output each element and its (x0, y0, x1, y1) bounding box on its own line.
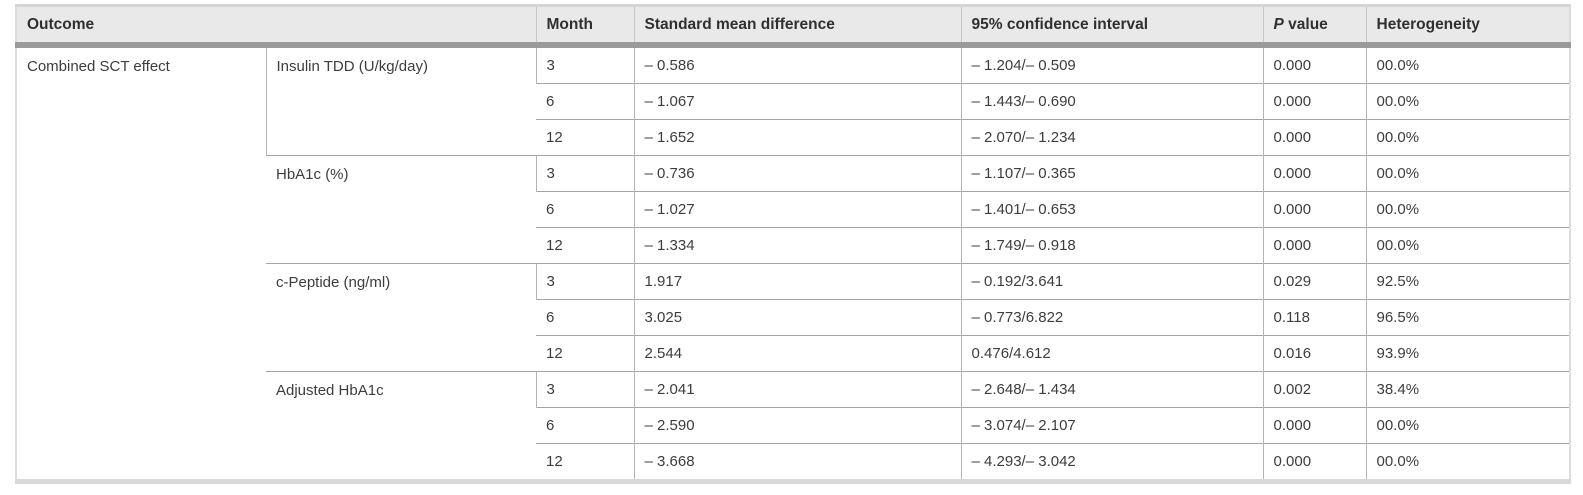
header-outcome: Outcome (16, 5, 536, 48)
header-p-rest: value (1288, 16, 1328, 33)
smd-cell: – 3.668 (633, 443, 961, 482)
outcome-cell: Combined SCT effect (16, 44, 266, 482)
table-header: Outcome Month Standard mean difference 9… (16, 5, 1570, 48)
p-value-cell: 0.000 (1262, 119, 1366, 156)
month-cell: 3 (535, 263, 634, 300)
smd-cell: – 1.067 (633, 83, 961, 120)
ci-cell: – 2.648/– 1.434 (960, 371, 1263, 408)
p-value-cell: 0.000 (1262, 227, 1366, 264)
ci-cell: – 4.293/– 3.042 (960, 443, 1263, 482)
subgroup-cell: HbA1c (%) (266, 155, 536, 264)
heterogeneity-cell: 38.4% (1365, 371, 1570, 408)
ci-cell: – 1.443/– 0.690 (960, 83, 1263, 120)
subgroup-cell: c-Peptide (ng/ml) (266, 263, 536, 372)
table-row: 12 – 1.334 – 1.749/– 0.918 0.000 00.0% (16, 227, 1570, 264)
ci-cell: – 1.401/– 0.653 (960, 191, 1263, 228)
p-value-cell: 0.000 (1262, 191, 1366, 228)
p-value-cell: 0.000 (1262, 155, 1366, 192)
heterogeneity-cell: 00.0% (1365, 44, 1570, 84)
smd-cell: – 2.590 (633, 407, 961, 444)
smd-cell: – 0.586 (633, 44, 961, 84)
heterogeneity-cell: 00.0% (1365, 155, 1570, 192)
header-smd: Standard mean difference (633, 5, 961, 48)
header-month: Month (535, 5, 634, 48)
p-value-cell: 0.002 (1262, 371, 1366, 408)
ci-cell: – 1.107/– 0.365 (960, 155, 1263, 192)
p-value-cell: 0.016 (1262, 335, 1366, 372)
table-row: c-Peptide (ng/ml) 3 1.917 – 0.192/3.641 … (16, 263, 1570, 372)
heterogeneity-cell: 00.0% (1365, 83, 1570, 120)
p-value-cell: 0.029 (1262, 263, 1366, 300)
heterogeneity-cell: 00.0% (1365, 443, 1570, 482)
heterogeneity-cell: 00.0% (1365, 191, 1570, 228)
month-cell: 12 (536, 119, 634, 156)
heterogeneity-cell: 00.0% (1365, 119, 1570, 156)
p-value-cell: 0.000 (1262, 44, 1366, 84)
month-cell: 6 (536, 299, 634, 336)
header-ci: 95% confidence interval (960, 5, 1263, 48)
results-table-container: Outcome Month Standard mean difference 9… (15, 4, 1571, 484)
smd-cell: – 2.041 (633, 371, 961, 408)
header-p-italic: P (1273, 16, 1284, 33)
header-row: Outcome Month Standard mean difference 9… (16, 5, 1570, 48)
month-cell: 3 (535, 155, 634, 192)
heterogeneity-cell: 93.9% (1365, 335, 1570, 372)
smd-cell: – 1.334 (633, 227, 961, 264)
header-heterogeneity: Heterogeneity (1365, 5, 1570, 48)
table-row: Combined SCT effect Insulin TDD (U/kg/da… (16, 44, 1570, 482)
smd-cell: – 1.652 (633, 119, 961, 156)
heterogeneity-cell: 96.5% (1365, 299, 1570, 336)
month-cell: 12 (536, 335, 634, 372)
month-cell: 3 (535, 44, 634, 84)
p-value-cell: 0.000 (1262, 443, 1366, 482)
p-value-cell: 0.000 (1262, 407, 1366, 444)
heterogeneity-cell: 92.5% (1365, 263, 1570, 300)
table-row: 6 – 2.590 – 3.074/– 2.107 0.000 00.0% (16, 407, 1570, 444)
table-row: 6 3.025 – 0.773/6.822 0.118 96.5% (16, 299, 1570, 336)
table-row: HbA1c (%) 3 – 0.736 – 1.107/– 0.365 0.00… (16, 155, 1570, 264)
smd-cell: 2.544 (633, 335, 961, 372)
month-cell: 6 (536, 191, 634, 228)
month-cell: 6 (536, 83, 634, 120)
header-p-value: P value (1262, 5, 1366, 48)
month-cell: 12 (536, 227, 634, 264)
smd-cell: 3.025 (633, 299, 961, 336)
table-row: Adjusted HbA1c 3 – 2.041 – 2.648/– 1.434… (16, 371, 1570, 482)
heterogeneity-cell: 00.0% (1365, 227, 1570, 264)
table-row: 6 – 1.067 – 1.443/– 0.690 0.000 00.0% (16, 83, 1570, 120)
table-body: Combined SCT effect Insulin TDD (U/kg/da… (16, 44, 1570, 482)
month-cell: 6 (536, 407, 634, 444)
table-row: 12 2.544 0.476/4.612 0.016 93.9% (16, 335, 1570, 372)
month-cell: 3 (535, 371, 634, 408)
table-row: 6 – 1.027 – 1.401/– 0.653 0.000 00.0% (16, 191, 1570, 228)
subgroup-cell: Adjusted HbA1c (266, 371, 536, 482)
ci-cell: 0.476/4.612 (960, 335, 1263, 372)
ci-cell: – 2.070/– 1.234 (960, 119, 1263, 156)
p-value-cell: 0.000 (1262, 83, 1366, 120)
smd-cell: – 1.027 (633, 191, 961, 228)
table-row: 12 – 3.668 – 4.293/– 3.042 0.000 00.0% (16, 443, 1570, 482)
smd-cell: 1.917 (633, 263, 961, 300)
table-row: 12 – 1.652 – 2.070/– 1.234 0.000 00.0% (16, 119, 1570, 156)
smd-cell: – 0.736 (633, 155, 961, 192)
heterogeneity-cell: 00.0% (1365, 407, 1570, 444)
p-value-cell: 0.118 (1262, 299, 1366, 336)
ci-cell: – 0.192/3.641 (960, 263, 1263, 300)
ci-cell: – 1.204/– 0.509 (960, 44, 1263, 84)
ci-cell: – 0.773/6.822 (960, 299, 1263, 336)
meta-analysis-results-table: Outcome Month Standard mean difference 9… (15, 4, 1571, 484)
month-cell: 12 (536, 443, 634, 482)
ci-cell: – 1.749/– 0.918 (960, 227, 1263, 264)
ci-cell: – 3.074/– 2.107 (960, 407, 1263, 444)
subgroup-cell: Insulin TDD (U/kg/day) (265, 44, 536, 156)
